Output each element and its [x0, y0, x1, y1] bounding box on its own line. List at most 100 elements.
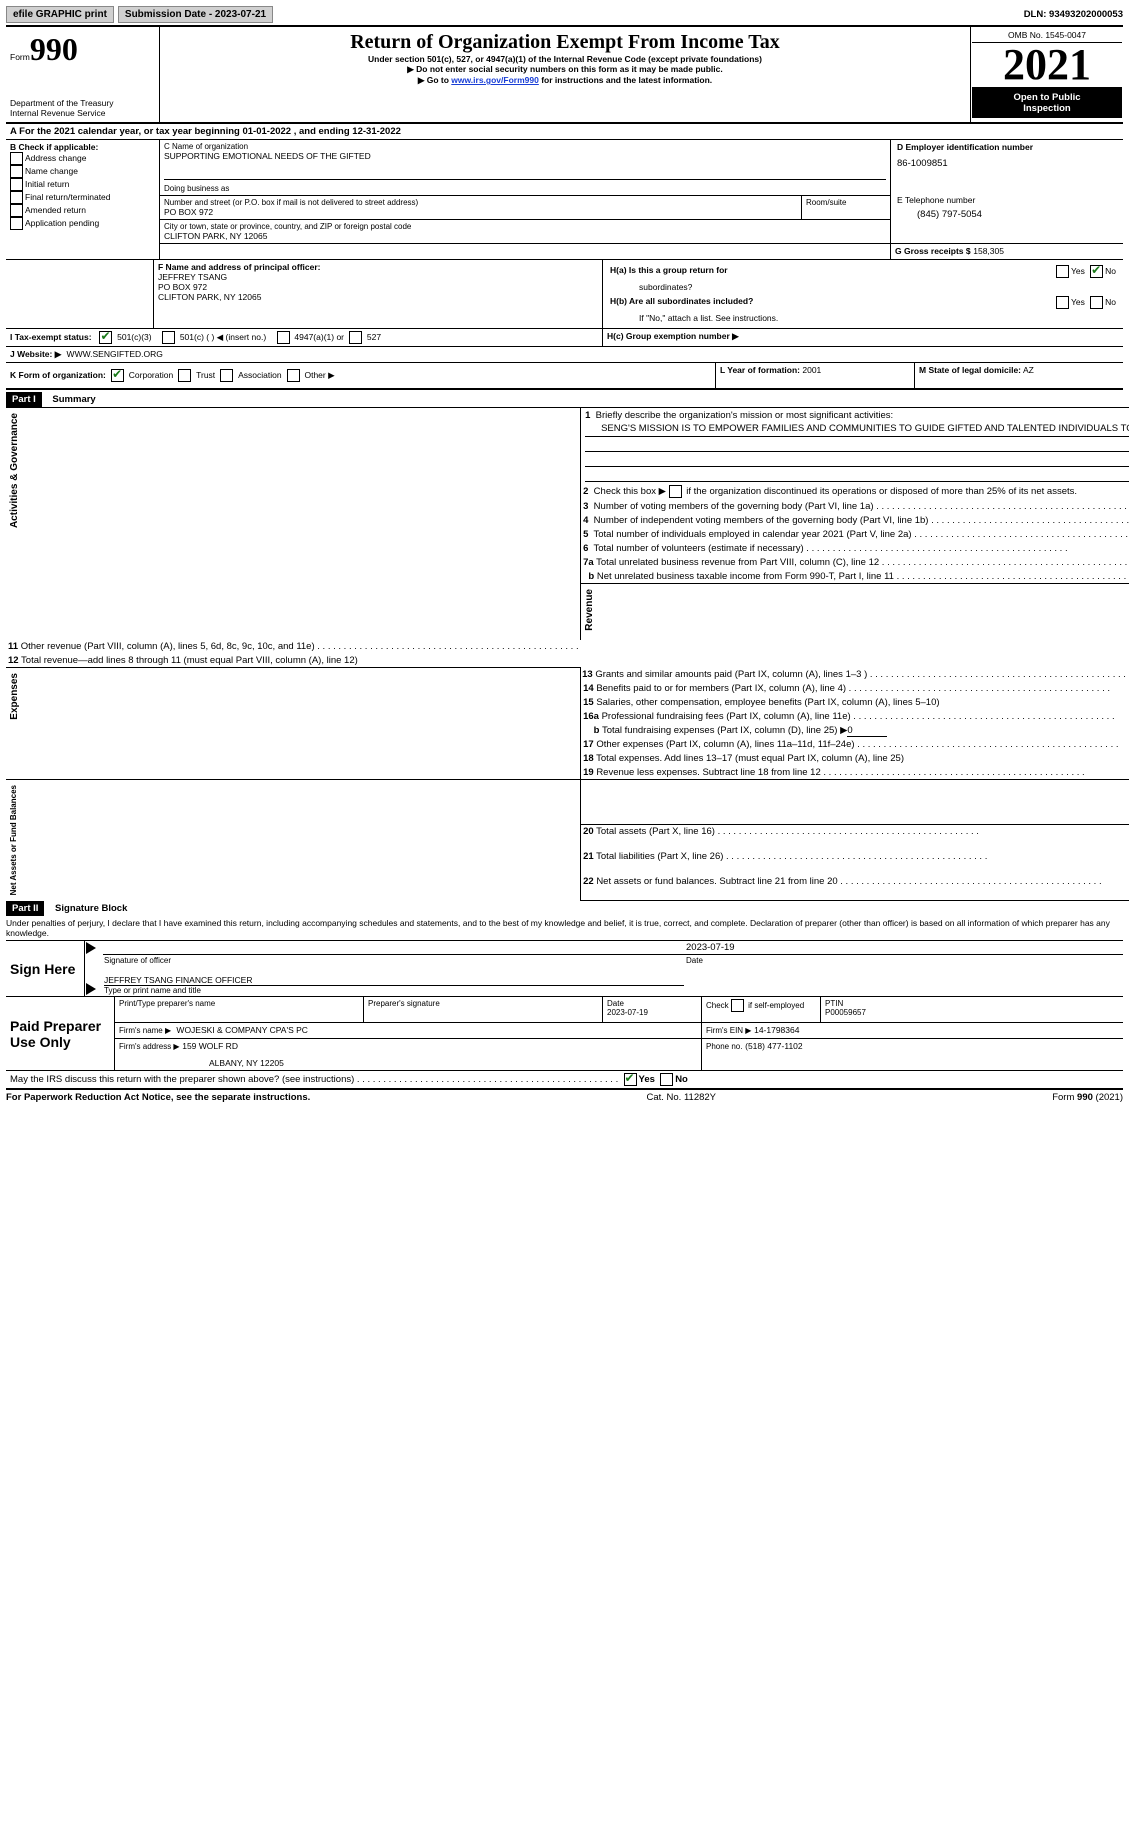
501c3-checkbox[interactable] — [99, 331, 112, 344]
application-pending-checkbox[interactable] — [10, 217, 23, 230]
klm-table: K Form of organization: Corporation Trus… — [6, 362, 1123, 390]
mission-text: SENG'S MISSION IS TO EMPOWER FAMILIES AN… — [585, 421, 1129, 437]
firm-name-label: Firm's name ▶ — [119, 1026, 171, 1035]
m-label: M State of legal domicile: — [919, 365, 1021, 375]
city-label: City or town, state or province, country… — [164, 222, 886, 231]
initial-return-label: Initial return — [25, 179, 69, 189]
preparer-sig-label: Preparer's signature — [368, 999, 598, 1008]
name-change-checkbox[interactable] — [10, 165, 23, 178]
4947-label: 4947(a)(1) or — [294, 332, 344, 342]
j-label: J Website: ▶ — [10, 349, 61, 359]
street-address: PO BOX 972 — [164, 207, 797, 217]
prep-date-value: 2023-07-19 — [607, 1008, 648, 1017]
year-formation: 2001 — [802, 365, 821, 375]
line20-label: Total assets (Part X, line 16) — [596, 826, 715, 837]
footer-left: For Paperwork Reduction Act Notice, see … — [6, 1092, 310, 1103]
dba-label: Doing business as — [164, 179, 886, 193]
trust-checkbox[interactable] — [178, 369, 191, 382]
association-label: Association — [238, 370, 281, 380]
no-label-2: No — [1105, 297, 1116, 307]
final-return-checkbox[interactable] — [10, 191, 23, 204]
firm-addr-label: Firm's address ▶ — [119, 1042, 180, 1051]
hc-label: H(c) Group exemption number ▶ — [603, 329, 1124, 347]
prep-date-label: Date — [607, 999, 624, 1008]
hb-no-checkbox[interactable] — [1090, 296, 1103, 309]
ha-yes-checkbox[interactable] — [1056, 265, 1069, 278]
corporation-label: Corporation — [129, 370, 173, 380]
l-label: L Year of formation: — [720, 365, 800, 375]
initial-return-checkbox[interactable] — [10, 178, 23, 191]
org-name: SUPPORTING EMOTIONAL NEEDS OF THE GIFTED — [164, 151, 886, 161]
name-change-label: Name change — [25, 166, 78, 176]
line13-label: Grants and similar amounts paid (Part IX… — [595, 669, 867, 680]
officer-addr2: CLIFTON PARK, NY 12065 — [158, 292, 598, 302]
line21-label: Total liabilities (Part X, line 26) — [596, 851, 723, 862]
subtitle-1: Under section 501(c), 527, or 4947(a)(1)… — [164, 54, 966, 64]
ha-no-checkbox[interactable] — [1090, 265, 1103, 278]
irs-label: Internal Revenue Service — [10, 108, 155, 118]
hb-yes-checkbox[interactable] — [1056, 296, 1069, 309]
line11-label: Other revenue (Part VIII, column (A), li… — [21, 641, 315, 652]
f-label: F Name and address of principal officer: — [158, 262, 598, 272]
line2-checkbox[interactable] — [669, 485, 682, 498]
line2-text: Check this box ▶ if the organization dis… — [594, 486, 1077, 497]
4947-checkbox[interactable] — [277, 331, 290, 344]
self-employed-checkbox[interactable] — [731, 999, 744, 1012]
address-change-checkbox[interactable] — [10, 152, 23, 165]
discuss-label: May the IRS discuss this return with the… — [10, 1074, 354, 1085]
officer-group-table: F Name and address of principal officer:… — [6, 259, 1123, 362]
tax-year: 2021 — [972, 43, 1122, 88]
efile-print-button[interactable]: efile GRAPHIC print — [6, 6, 114, 23]
expenses-label: Expenses — [7, 669, 22, 724]
g-label: G Gross receipts $ — [895, 246, 971, 256]
firm-name-value: WOJESKI & COMPANY CPA'S PC — [176, 1025, 308, 1035]
paid-preparer-label: Paid Preparer Use Only — [6, 997, 115, 1071]
arrow-icon — [86, 942, 96, 954]
arrow-icon-2 — [86, 983, 96, 995]
form-word: Form — [10, 52, 30, 62]
address-change-label: Address change — [25, 153, 86, 163]
part2-badge: Part II — [6, 901, 44, 916]
no-label: No — [1105, 266, 1116, 276]
501c-checkbox[interactable] — [162, 331, 175, 344]
date-label: Date — [685, 955, 1123, 997]
line16b-value: 0 — [847, 725, 887, 737]
net-assets-label: Net Assets or Fund Balances — [7, 781, 20, 899]
ptin-value: P00059657 — [825, 1008, 866, 1017]
c-label: C Name of organization — [164, 142, 886, 151]
corporation-checkbox[interactable] — [111, 369, 124, 382]
part1-header-row: Part I Summary — [6, 392, 1123, 407]
website-value: WWW.SENGIFTED.ORG — [67, 349, 163, 359]
hb-label: H(b) Are all subordinates included? — [609, 295, 964, 310]
telephone-value: (845) 797-5054 — [897, 205, 1117, 224]
501c3-label: 501(c)(3) — [117, 332, 151, 342]
revenue-label: Revenue — [582, 585, 597, 635]
irs-link[interactable]: www.irs.gov/Form990 — [451, 75, 539, 85]
city-state-zip: CLIFTON PARK, NY 12065 — [164, 231, 886, 241]
discuss-row: May the IRS discuss this return with the… — [6, 1070, 1123, 1088]
line4-label: Number of independent voting members of … — [594, 515, 929, 526]
line19-label: Revenue less expenses. Subtract line 18 … — [596, 767, 820, 778]
footer-right: Form 990 (2021) — [1052, 1092, 1123, 1103]
discuss-yes-checkbox[interactable] — [624, 1073, 637, 1086]
line5-label: Total number of individuals employed in … — [594, 529, 912, 540]
phone-label: Phone no. — [706, 1042, 742, 1051]
discuss-no-checkbox[interactable] — [660, 1073, 673, 1086]
firm-addr1: 159 WOLF RD — [182, 1041, 238, 1051]
open-public-1: Open to Public — [976, 92, 1118, 103]
line7a-label: Total unrelated business revenue from Pa… — [596, 557, 879, 568]
association-checkbox[interactable] — [220, 369, 233, 382]
final-return-label: Final return/terminated — [25, 192, 111, 202]
line3-label: Number of voting members of the governin… — [594, 501, 874, 512]
amended-return-checkbox[interactable] — [10, 204, 23, 217]
firm-addr2: ALBANY, NY 12205 — [119, 1052, 697, 1068]
line18-label: Total expenses. Add lines 13–17 (must eq… — [596, 753, 904, 764]
form-number: 990 — [30, 31, 78, 67]
sig-officer-label: Signature of officer — [104, 956, 684, 965]
submission-date-button[interactable]: Submission Date - 2023-07-21 — [118, 6, 273, 23]
other-checkbox[interactable] — [287, 369, 300, 382]
part2-header-row: Part II Signature Block — [6, 901, 1123, 916]
527-checkbox[interactable] — [349, 331, 362, 344]
footer-mid: Cat. No. 11282Y — [646, 1092, 716, 1103]
room-suite-label: Room/suite — [802, 196, 891, 220]
